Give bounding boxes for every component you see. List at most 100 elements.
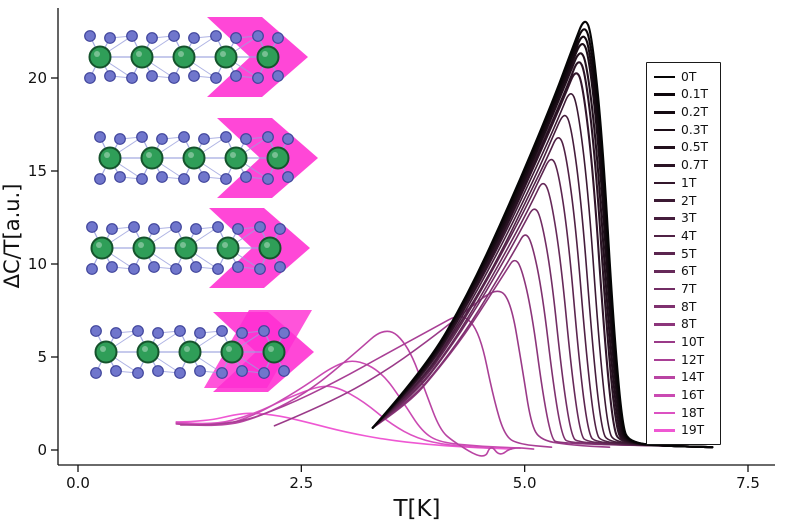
y-axis-label: ΔC/T[a.u.] — [0, 184, 24, 289]
blue-atom-icon — [262, 131, 274, 143]
curve-7T — [372, 208, 714, 448]
blue-atom-icon — [114, 133, 126, 145]
legend: 0T 0.1T 0.2T 0.3T 0.5T 0.7T 1T 2T 3T 4T 5T 6T 7T 8T 8T… — [646, 62, 721, 446]
legend-item: 8T — [654, 316, 717, 334]
blue-atom-icon — [86, 221, 98, 233]
blue-atom-icon — [86, 263, 98, 275]
atom-shine — [142, 346, 148, 352]
atom-shine — [178, 51, 184, 57]
blue-atom-icon — [136, 173, 148, 185]
y-tick-label: 10 — [28, 255, 47, 273]
blue-atom-icon — [188, 70, 200, 82]
legend-swatch-line — [654, 234, 675, 238]
blue-atom-icon — [212, 263, 224, 275]
green-atom-icon — [178, 340, 202, 364]
legend-label: 18T — [681, 405, 705, 420]
blue-atom-icon — [198, 171, 210, 183]
curve-8T — [372, 234, 714, 448]
legend-swatch-line — [654, 429, 675, 432]
y-tick-label: 0 — [37, 441, 47, 459]
blue-atom-icon — [132, 325, 144, 337]
blue-atom-icon — [156, 171, 168, 183]
blue-atom-icon — [148, 223, 160, 235]
blue-atom-icon — [170, 221, 182, 233]
green-atom-icon — [140, 146, 164, 170]
green-atom-icon — [132, 236, 156, 260]
blue-atom-icon — [194, 327, 206, 339]
blue-atom-icon — [198, 133, 210, 145]
curve-10T — [273, 290, 611, 448]
legend-swatch-line — [654, 93, 675, 96]
blue-atom-icon — [254, 263, 266, 275]
atom-shine — [230, 152, 236, 158]
legend-label: 7T — [681, 281, 697, 296]
atom-shine — [104, 152, 110, 158]
legend-item: 1T — [654, 174, 717, 192]
crystal-structure-inset — [84, 17, 318, 392]
blue-atom-icon — [240, 133, 252, 145]
blue-atom-icon — [114, 171, 126, 183]
legend-item: 10T — [654, 333, 717, 351]
curve-18T — [175, 385, 490, 449]
legend-swatch-line — [654, 270, 675, 273]
blue-atom-icon — [90, 367, 102, 379]
blue-atom-icon — [240, 171, 252, 183]
legend-item: 0.1T — [654, 86, 717, 104]
blue-atom-icon — [194, 365, 206, 377]
green-atom-icon — [256, 45, 280, 69]
crystal-structure-row — [94, 118, 318, 198]
blue-atom-icon — [272, 32, 284, 44]
curve-6T — [372, 182, 714, 448]
x-axis-label: T[K] — [392, 496, 440, 522]
legend-item: 5T — [654, 245, 717, 263]
atom-shine — [96, 242, 102, 248]
blue-atom-icon — [274, 261, 286, 273]
atom-shine — [94, 51, 100, 57]
atom-shine — [184, 346, 190, 352]
green-atom-icon — [174, 236, 198, 260]
blue-atom-icon — [110, 365, 122, 377]
legend-item: 0.3T — [654, 121, 717, 139]
legend-item: 18T — [654, 404, 717, 422]
blue-atom-icon — [128, 263, 140, 275]
blue-atom-icon — [84, 30, 96, 42]
curve-8T — [372, 259, 714, 448]
atom-shine — [100, 346, 106, 352]
blue-atom-icon — [152, 365, 164, 377]
atom-shine — [222, 242, 228, 248]
legend-label: 5T — [681, 246, 697, 261]
legend-item: 0T — [654, 68, 717, 86]
legend-swatch-line — [654, 75, 675, 79]
blue-atom-icon — [236, 327, 248, 339]
legend-item: 14T — [654, 369, 717, 387]
blue-atom-icon — [84, 72, 96, 84]
blue-atom-icon — [254, 221, 266, 233]
green-atom-icon — [224, 146, 248, 170]
legend-swatch-line — [654, 199, 675, 202]
blue-atom-icon — [278, 327, 290, 339]
legend-item: 12T — [654, 351, 717, 369]
blue-atom-icon — [216, 325, 228, 337]
legend-label: 0.1T — [681, 87, 709, 102]
blue-atom-icon — [258, 367, 270, 379]
atom-shine — [220, 51, 226, 57]
green-atom-icon — [258, 236, 282, 260]
blue-atom-icon — [94, 173, 106, 185]
legend-label: 0.7T — [681, 158, 709, 173]
crystal-structure-row — [86, 208, 310, 288]
legend-item: 8T — [654, 298, 717, 316]
blue-atom-icon — [210, 30, 222, 42]
x-tick-label: 0.0 — [66, 474, 90, 492]
blue-atom-icon — [104, 32, 116, 44]
blue-atom-icon — [178, 173, 190, 185]
legend-label: 4T — [681, 228, 697, 243]
blue-atom-icon — [106, 261, 118, 273]
legend-swatch-line — [654, 305, 675, 309]
green-atom-icon — [220, 340, 244, 364]
legend-label: 1T — [681, 175, 697, 190]
atom-shine — [146, 152, 152, 158]
legend-swatch-line — [654, 340, 675, 344]
y-tick-label: 20 — [28, 69, 47, 87]
blue-atom-icon — [128, 221, 140, 233]
